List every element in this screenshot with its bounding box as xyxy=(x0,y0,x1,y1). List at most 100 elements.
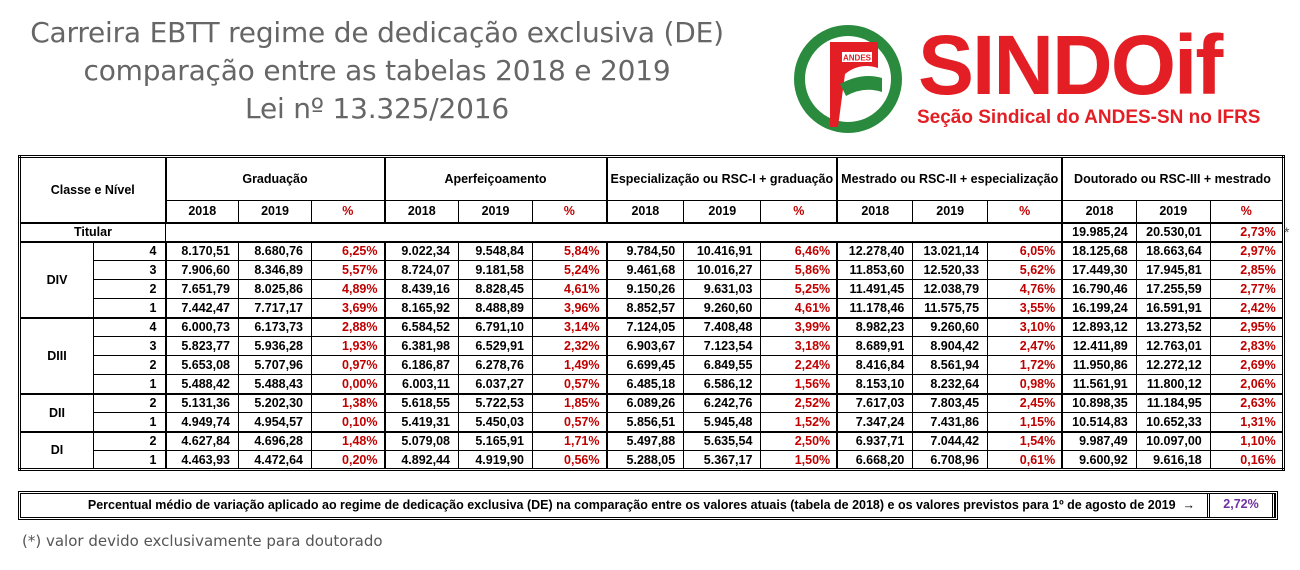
table-cell: 7.124,05 xyxy=(605,316,685,337)
table-cell: 5.936,28 xyxy=(238,336,312,356)
nivel-label: 1 xyxy=(93,450,166,470)
table-cell: 2,32% xyxy=(532,336,607,356)
table-cell: 5.131,36 xyxy=(164,392,239,413)
header-row-years: 2018 2019% 2018 2019% 2018 2019% 2018 2019% 2018… xyxy=(20,200,1284,223)
sub-header: 2019 xyxy=(1135,200,1211,223)
sub-header: 2019 xyxy=(458,200,533,223)
table-cell: 2,42% xyxy=(1209,298,1284,318)
table-cell: 4.696,28 xyxy=(238,430,312,451)
classe-label: DI xyxy=(19,430,94,470)
table-cell: 16.591,91 xyxy=(1135,298,1211,318)
table-cell: 2,77% xyxy=(1209,279,1284,299)
table-cell: 12.763,01 xyxy=(1135,336,1211,356)
sub-header: % xyxy=(1209,200,1284,223)
table-cell: 8.165,92 xyxy=(383,298,459,318)
table-cell: 1,72% xyxy=(987,355,1063,375)
table-cell: 6.903,67 xyxy=(605,336,685,356)
table-cell: 5.288,05 xyxy=(605,450,685,470)
table-cell: 7.408,48 xyxy=(683,316,762,337)
sub-header: 2019 xyxy=(238,200,312,223)
sub-header: % xyxy=(532,200,607,223)
table-cell: 7.431,86 xyxy=(912,412,989,432)
table-cell: 8.416,84 xyxy=(836,355,914,375)
table-cell: 8.904,42 xyxy=(912,336,989,356)
nivel-label: 2 xyxy=(93,355,166,375)
table-cell: 4,61% xyxy=(760,298,838,318)
table-cell: 9.784,50 xyxy=(605,240,685,261)
table-cell: 5,86% xyxy=(760,260,838,280)
table-cell: 10.097,00 xyxy=(1135,430,1211,451)
table-cell: 13.021,14 xyxy=(912,240,989,261)
table-cell: 6.003,11 xyxy=(383,374,459,394)
table-cell: 5.945,48 xyxy=(683,412,762,432)
table-cell: 2,69% xyxy=(1209,355,1284,375)
table-cell: 10.416,91 xyxy=(683,240,762,261)
table-cell: 5.419,31 xyxy=(383,412,459,432)
table-cell: 5.367,17 xyxy=(683,450,762,470)
table-cell: 7.123,54 xyxy=(683,336,762,356)
table-cell: 6.529,91 xyxy=(458,336,533,356)
average-label: Percentual médio de variação aplicado ao… xyxy=(21,494,1201,517)
table-cell: 0,97% xyxy=(311,355,385,375)
logo-subtitle: Seção Sindical do ANDES-SN no IFRS xyxy=(917,107,1261,128)
table-cell: 0,61% xyxy=(987,450,1063,470)
table-cell: 9.616,18 xyxy=(1135,450,1211,470)
empty-cell xyxy=(458,221,533,242)
table-cell: 6.485,18 xyxy=(605,374,685,394)
andes-emblem-icon: ANDES xyxy=(794,25,902,133)
table-cell: 5,84% xyxy=(532,240,607,261)
table-row: 1 7.442,47 7.717,17 3,69% 8.165,92 8.488,89 3,… xyxy=(20,298,1284,318)
table-cell: 8.828,45 xyxy=(458,279,533,299)
table-cell: 5,24% xyxy=(532,260,607,280)
table-cell: 8.724,07 xyxy=(383,260,459,280)
table-cell: 10.898,35 xyxy=(1061,392,1137,413)
table-cell: 12.520,33 xyxy=(912,260,989,280)
sub-header: % xyxy=(311,200,385,223)
table-cell: 1,10% xyxy=(1209,430,1284,451)
table-cell: 1,85% xyxy=(532,392,607,413)
table-cell: 6.381,98 xyxy=(383,336,459,356)
table-cell: 20.530,01 xyxy=(1135,221,1211,242)
table-cell: 7.617,03 xyxy=(836,392,914,413)
table-cell: 2,50% xyxy=(760,430,838,451)
group-header: Graduação xyxy=(164,156,385,201)
table-cell: 9.600,92 xyxy=(1061,450,1137,470)
average-text: Percentual médio de variação aplicado ao… xyxy=(87,498,1176,512)
table-cell: 4,76% xyxy=(987,279,1063,299)
table-cell: 6.849,55 xyxy=(683,355,762,375)
nivel-label: 3 xyxy=(93,260,166,280)
empty-cell xyxy=(238,221,312,242)
table-cell: 6.708,96 xyxy=(912,450,989,470)
table-cell: 3,96% xyxy=(532,298,607,318)
table-cell: 5,62% xyxy=(987,260,1063,280)
table-cell: 6.791,10 xyxy=(458,316,533,337)
empty-cell xyxy=(311,221,385,242)
table-cell: 3,18% xyxy=(760,336,838,356)
table-cell: 8.439,16 xyxy=(383,279,459,299)
table-cell: 5,57% xyxy=(311,260,385,280)
table-cell: 3,14% xyxy=(532,316,607,337)
table-cell: 6.584,52 xyxy=(383,316,459,337)
table-cell: 7.347,24 xyxy=(836,412,914,432)
table-cell: 2,97% xyxy=(1209,240,1284,261)
table-cell: 4.463,93 xyxy=(164,450,239,470)
table-cell: 17.945,81 xyxy=(1135,260,1211,280)
table-cell: 12.038,79 xyxy=(912,279,989,299)
nivel-label: 4 xyxy=(93,316,166,337)
arrow-right-icon: → xyxy=(1182,498,1196,512)
table-cell: 10.652,33 xyxy=(1135,412,1211,432)
sub-header: 2018 xyxy=(605,200,685,223)
table-cell: 5,25% xyxy=(760,279,838,299)
table-cell: 0,00% xyxy=(311,374,385,394)
empty-cell xyxy=(384,221,459,242)
table-cell: 11.800,12 xyxy=(1135,374,1211,394)
average-summary: Percentual médio de variação aplicado ao… xyxy=(18,491,1278,520)
table-cell: 3,55% xyxy=(987,298,1063,318)
table-cell: 11.491,45 xyxy=(836,279,914,299)
sub-header: % xyxy=(987,200,1063,223)
table-cell: 4.472,64 xyxy=(238,450,312,470)
table-cell: 1,38% xyxy=(311,392,385,413)
table-row: DII 2 5.131,36 5.202,30 1,38% 5.618,55 5.722,5… xyxy=(19,392,1284,432)
table-cell: 8.025,86 xyxy=(238,279,312,299)
table-cell: 8.488,89 xyxy=(458,298,533,318)
